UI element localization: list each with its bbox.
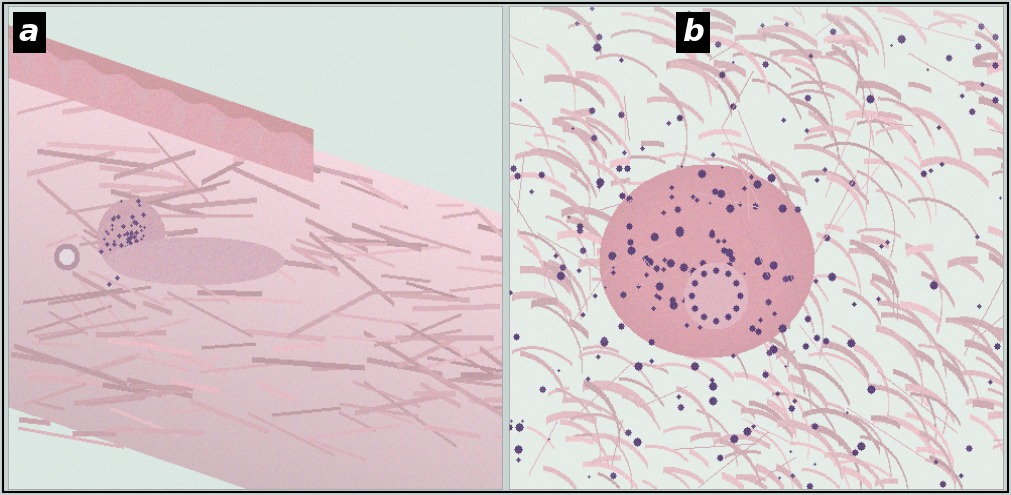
Text: b: b	[681, 18, 704, 47]
Text: a: a	[19, 18, 39, 47]
